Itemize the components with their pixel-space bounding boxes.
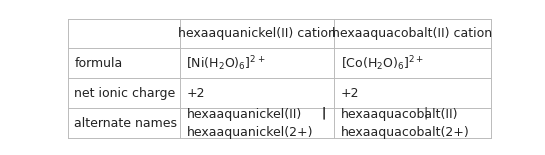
Text: formula: formula: [75, 57, 123, 70]
Text: |: |: [423, 107, 427, 120]
Text: hexaaquanickel(II)
hexaaquanickel(2+): hexaaquanickel(II) hexaaquanickel(2+): [186, 108, 313, 139]
Text: |: |: [322, 107, 326, 120]
Text: hexaaquanickel(II) cation: hexaaquanickel(II) cation: [178, 27, 336, 40]
Text: +2: +2: [186, 87, 205, 100]
Text: alternate names: alternate names: [75, 117, 178, 130]
Text: +2: +2: [341, 87, 359, 100]
Text: |: |: [322, 107, 326, 120]
Text: hexaaquacobalt(II)
hexaaquacobalt(2+): hexaaquacobalt(II) hexaaquacobalt(2+): [341, 108, 469, 139]
Text: net ionic charge: net ionic charge: [75, 87, 175, 100]
Text: $[\mathrm{Ni}(\mathrm{H_2O})_6]^{2+}$: $[\mathrm{Ni}(\mathrm{H_2O})_6]^{2+}$: [186, 54, 266, 73]
Text: hexaaquacobalt(II) cation: hexaaquacobalt(II) cation: [332, 27, 493, 40]
Text: $[\mathrm{Co}(\mathrm{H_2O})_6]^{2+}$: $[\mathrm{Co}(\mathrm{H_2O})_6]^{2+}$: [341, 54, 423, 73]
